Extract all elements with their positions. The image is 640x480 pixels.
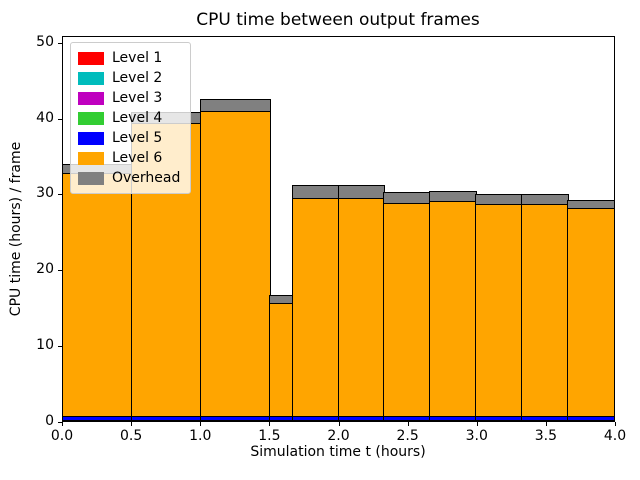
bar-segment-overhead-bin2: [200, 100, 270, 112]
x-tick-label: 1.0: [189, 428, 212, 444]
x-tick: [62, 422, 63, 426]
y-tick: [58, 422, 62, 423]
bar-segment-overhead-bin8: [476, 194, 523, 204]
bar-segment-overhead-bin5: [338, 186, 385, 199]
bar-segment-level-6-bin7: [430, 201, 477, 416]
legend-item-level-3: Level 3: [78, 88, 180, 108]
bar-segment-level-5-bin8: [476, 415, 523, 420]
x-tick: [200, 422, 202, 426]
legend-swatch-icon: [78, 91, 104, 105]
x-tick: [545, 422, 547, 426]
chart-title: CPU time between output frames: [196, 10, 480, 30]
bar-segment-level-5-bin9: [521, 415, 569, 420]
bar-segment-overhead-bin6: [384, 192, 431, 204]
x-tick-label: 4.0: [603, 428, 627, 444]
legend-swatch-icon: [78, 131, 104, 145]
y-tick-label: 20: [36, 261, 54, 278]
legend-item-level-1: Level 1: [78, 48, 180, 68]
x-tick-label: 2.0: [327, 428, 350, 444]
x-tick: [476, 422, 478, 426]
bar-segment-level-5-bin10: [567, 415, 615, 420]
y-tick: [58, 346, 62, 348]
x-axis-label: Simulation time t (hours): [250, 444, 426, 460]
x-tick: [269, 422, 271, 426]
bar-segment-level-5-bin3: [269, 415, 293, 420]
bar-segment-level-5-bin6: [384, 415, 431, 420]
bar-segment-level-5-bin0: [62, 415, 133, 420]
y-tick: [58, 194, 62, 196]
legend-label: Level 1: [112, 50, 163, 66]
legend-swatch-icon: [78, 171, 104, 185]
x-tick-label: 1.5: [258, 428, 281, 444]
x-tick-label: 0.5: [119, 428, 143, 444]
legend-label: Level 2: [112, 70, 163, 86]
bar-segment-level-5-bin1: [131, 415, 201, 420]
legend-label: Level 3: [112, 90, 163, 106]
y-tick: [58, 42, 62, 44]
bar-segment-level-6-bin5: [338, 198, 385, 416]
bar-segment-level-5-bin2: [200, 415, 270, 420]
y-axis-label: CPU time (hours) / frame: [8, 141, 24, 317]
y-tick: [58, 270, 62, 272]
y-tick-label: 0: [45, 413, 54, 429]
bar-segment-level-5-bin4: [292, 415, 339, 420]
bar-segment-level-6-bin9: [521, 203, 569, 416]
legend-swatch-icon: [78, 151, 104, 165]
bar-segment-overhead-bin4: [292, 186, 339, 199]
bar-segment-level-6-bin8: [476, 203, 523, 416]
legend-label: Level 6: [112, 150, 163, 166]
legend-label: Overhead: [112, 170, 181, 186]
legend-item-overhead: Overhead: [78, 168, 180, 188]
bar-segment-level-5-bin5: [338, 415, 385, 420]
x-tick-label: 3.5: [534, 428, 558, 444]
bar-segment-level-6-bin6: [384, 202, 431, 416]
bar-segment-overhead-bin9: [521, 194, 569, 204]
plot-area: Level 1 Level 2 Level 3 Level 4 Level 5 Level…: [62, 36, 615, 422]
bar-segment-overhead-bin10: [567, 201, 615, 208]
x-tick-label: 3.0: [465, 428, 488, 444]
bar-segment-level-6-bin3: [269, 303, 293, 416]
bar-segment-level-6-bin2: [200, 110, 270, 416]
x-tick-label: 0.0: [50, 428, 74, 444]
x-tick: [338, 422, 340, 426]
y-tick-label: 40: [36, 109, 54, 126]
bar-segment-level-6-bin0: [62, 172, 133, 416]
x-tick: [131, 422, 133, 426]
bar-segment-level-6-bin10: [567, 207, 615, 416]
bar-segment-level-5-bin7: [430, 415, 477, 420]
bar-segment-level-6-bin4: [292, 198, 339, 416]
legend-item-level-5: Level 5: [78, 128, 180, 148]
bar-segment-overhead-bin7: [430, 192, 477, 202]
legend: Level 1 Level 2 Level 3 Level 4 Level 5 Level…: [70, 42, 192, 194]
y-tick: [58, 118, 62, 120]
y-tick-label: 30: [36, 185, 54, 202]
legend-swatch-icon: [78, 71, 104, 85]
legend-swatch-icon: [78, 51, 104, 65]
y-tick-label: 50: [36, 33, 54, 50]
x-tick: [615, 422, 616, 426]
x-tick-label: 2.5: [396, 428, 419, 444]
legend-label: Level 5: [112, 130, 163, 146]
legend-item-level-2: Level 2: [78, 68, 180, 88]
bar-segment-overhead-bin3: [269, 295, 293, 304]
legend-swatch-icon: [78, 111, 104, 125]
y-tick-label: 10: [36, 337, 54, 354]
legend-label: Level 4: [112, 110, 163, 126]
legend-item-level-6: Level 6: [78, 148, 180, 168]
legend-item-level-4: Level 4: [78, 108, 180, 128]
x-tick: [407, 422, 409, 426]
